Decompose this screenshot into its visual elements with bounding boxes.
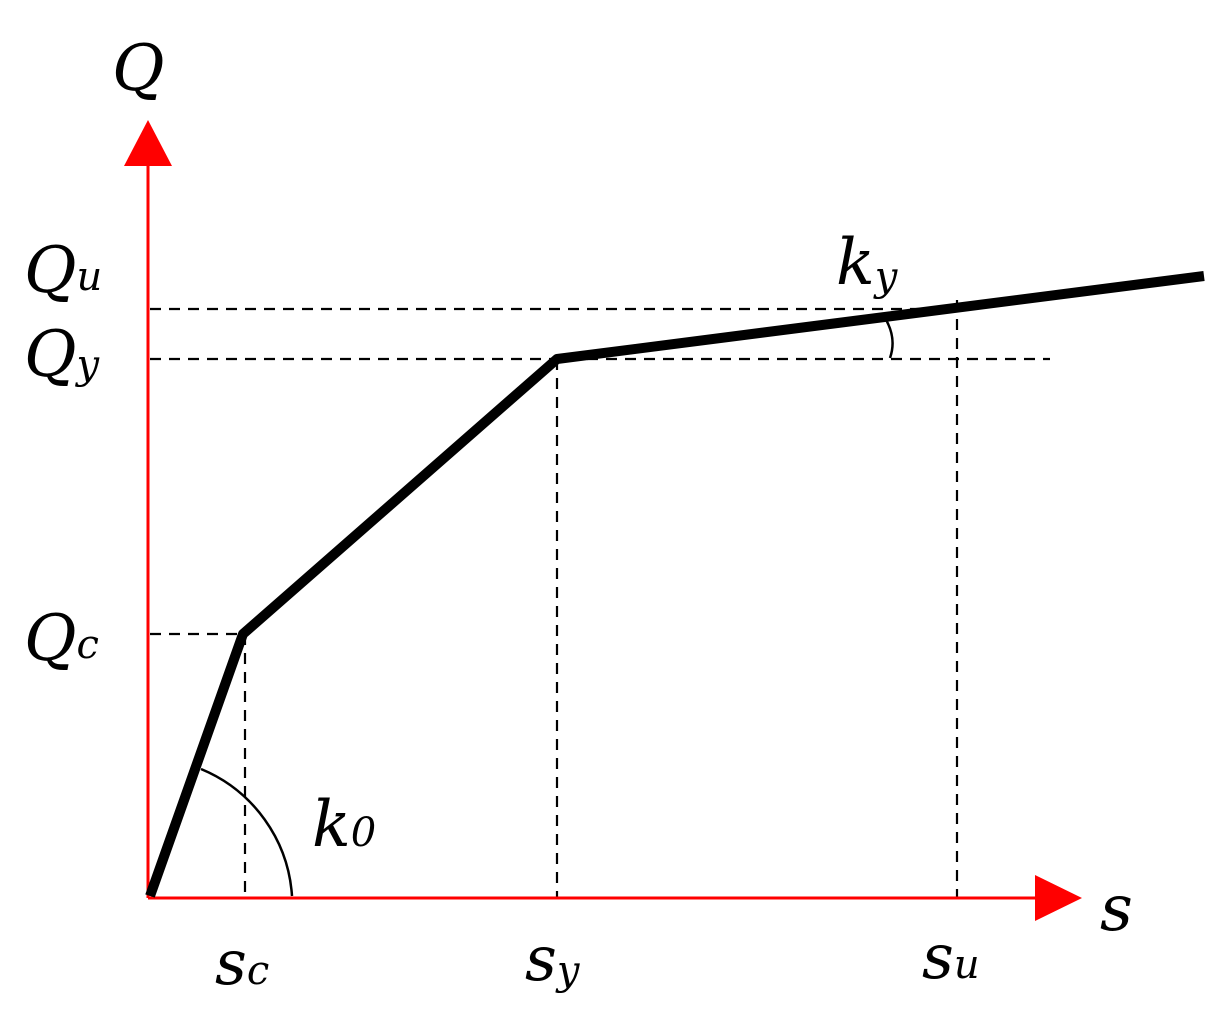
y-axis-arrow-icon	[124, 120, 172, 166]
k0-angle-arc	[200, 767, 294, 897]
label-qy: Qy	[24, 318, 100, 392]
x-axis-title: s	[1100, 872, 1133, 946]
label-qu: Qu	[24, 234, 102, 308]
trilinear-curve	[145, 271, 1205, 898]
label-ky: ky	[836, 226, 899, 300]
guide-lines	[150, 300, 1050, 898]
label-sy: sy	[525, 922, 581, 995]
y-axis-title: Q	[112, 32, 164, 106]
axes	[124, 120, 1082, 921]
x-axis-arrow-icon	[1035, 875, 1082, 921]
label-su: su	[922, 920, 980, 993]
label-qc: Qc	[24, 602, 99, 676]
label-sc: sc	[215, 926, 269, 999]
label-k0: k0	[312, 788, 376, 862]
ky-angle-arc	[883, 317, 894, 359]
